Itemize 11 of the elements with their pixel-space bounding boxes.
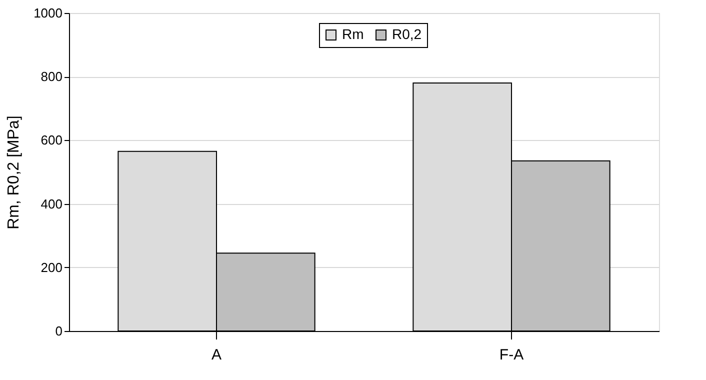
y-tick-label: 200 xyxy=(40,260,62,275)
legend-label: Rm xyxy=(342,26,364,42)
y-tick-label: 600 xyxy=(40,132,62,148)
y-tick-label: 800 xyxy=(40,69,62,84)
y-axis-title: Rm, R0,2 [MPa] xyxy=(6,116,23,230)
x-tick-label: A xyxy=(211,346,222,364)
y-tick-label: 1000 xyxy=(34,6,62,20)
legend-label: R0,2 xyxy=(392,26,422,42)
y-tick-label: 0 xyxy=(55,324,62,338)
x-tick-label: F-A xyxy=(499,346,524,364)
y-tick-label: 400 xyxy=(40,196,62,212)
